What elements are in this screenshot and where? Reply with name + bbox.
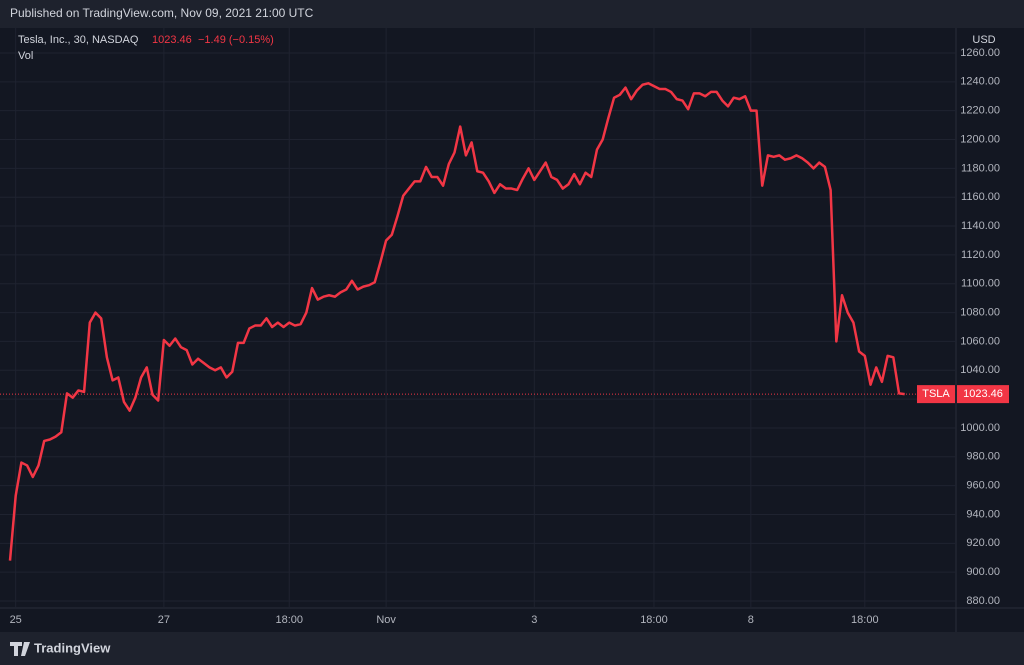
x-tick-label: 18:00 <box>640 614 668 626</box>
y-tick-label: 880.00 <box>966 595 1000 607</box>
legend-change: −1.49 (−0.15%) <box>198 34 274 46</box>
y-tick-label: 1260.00 <box>960 47 1000 59</box>
x-tick-label: 3 <box>531 614 537 626</box>
currency-label: USD <box>972 34 995 46</box>
y-tick-label: 1080.00 <box>960 306 1000 318</box>
y-tick-label: 1160.00 <box>961 191 1000 203</box>
x-tick-label: 25 <box>10 614 22 626</box>
y-tick-label: 940.00 <box>966 508 1000 520</box>
y-tick-label: 1100.00 <box>961 278 1000 290</box>
y-tick-label: 900.00 <box>966 566 1000 578</box>
symbol-title: Tesla, Inc., 30, NASDAQ <box>18 34 139 46</box>
y-tick-label: 1140.00 <box>961 220 1000 232</box>
y-tick-label: 1180.00 <box>961 162 1000 174</box>
brand-logo <box>10 642 30 656</box>
legend-price: 1023.46 <box>152 34 192 46</box>
footer-bar <box>0 632 1024 665</box>
brand-name: TradingView <box>34 640 111 655</box>
price-tag: 1023.46 <box>963 388 1003 400</box>
x-tick-label: 8 <box>748 614 754 626</box>
y-tick-label: 1120.00 <box>961 249 1000 261</box>
x-tick-label: 27 <box>158 614 170 626</box>
plot <box>0 82 956 561</box>
y-tick-label: 1240.00 <box>960 76 1000 88</box>
y-tick-label: 960.00 <box>966 480 1000 492</box>
y-tick-label: 1220.00 <box>960 105 1000 117</box>
x-tick-label: 18:00 <box>275 614 303 626</box>
volume-label: Vol <box>18 50 33 62</box>
y-tick-label: 920.00 <box>966 537 1000 549</box>
y-tick-label: 1000.00 <box>960 422 1000 434</box>
chart-panel <box>0 28 1024 632</box>
x-tick-label: Nov <box>376 614 396 626</box>
y-tick-label: 1200.00 <box>960 133 1000 145</box>
y-tick-label: 980.00 <box>966 451 1000 463</box>
grid <box>0 28 956 608</box>
price-line <box>8 82 905 561</box>
published-note: Published on TradingView.com, Nov 09, 20… <box>10 6 314 20</box>
top-bar <box>0 0 1024 28</box>
symbol-tag: TSLA <box>922 388 950 400</box>
symbol-tag-bg <box>917 385 955 404</box>
y-tick-label: 1040.00 <box>960 364 1000 376</box>
x-tick-label: 18:00 <box>851 614 879 626</box>
price-tag-bg <box>957 385 1009 404</box>
y-tick-label: 1060.00 <box>960 335 1000 347</box>
